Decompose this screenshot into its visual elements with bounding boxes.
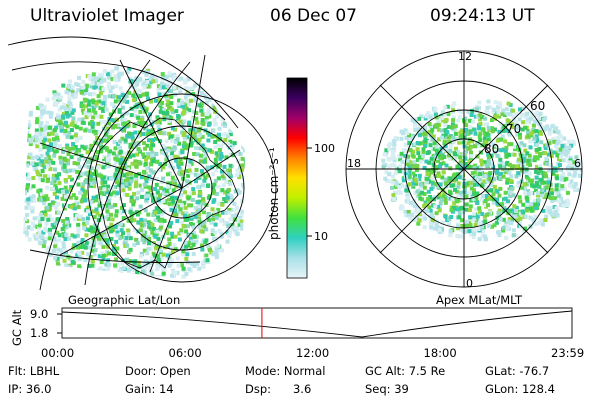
dsp-label: Dsp: — [245, 382, 272, 396]
status-ip: IP: 36.0 — [8, 382, 51, 396]
altitude-curve — [61, 310, 573, 338]
mlt-label-12: 12 — [458, 50, 472, 63]
status-glon: GLon: 128.4 — [485, 382, 555, 396]
colorbar-tick-label-10: 10 — [314, 230, 328, 243]
altitude-xtick-label: 00:00 — [41, 346, 74, 360]
altitude-xtick-label: 12:00 — [296, 346, 329, 360]
ip-label: IP: — [8, 382, 23, 396]
status-dsp: Dsp: 3.6 — [245, 382, 311, 396]
altitude-timeline: 9.0 1.8 GC Alt 00:00 06:00 12:00 18:00 23:59 — [10, 307, 584, 360]
colorbar-unit-label: photon cm⁻²s⁻¹ — [267, 147, 281, 240]
flt-label: Flt: — [8, 364, 27, 378]
gain-value: 14 — [158, 382, 174, 396]
left-panel-label: Geographic Lat/Lon — [68, 293, 180, 307]
mlt-label-0: 0 — [466, 277, 473, 290]
seq-value: 39 — [394, 382, 409, 396]
altitude-ytick-label-high: 9.0 — [30, 307, 48, 321]
seq-label: Seq: — [365, 382, 391, 396]
status-mode: Mode: Normal — [245, 364, 325, 378]
glon-label: GLon: — [485, 382, 519, 396]
colorbar-tick-label-100: 100 — [314, 142, 335, 155]
door-label: Door: — [125, 364, 157, 378]
mode-value: Normal — [283, 364, 326, 378]
status-flt: Flt: LBHL — [8, 364, 59, 378]
gcalt-label: GC Alt: — [365, 364, 406, 378]
flt-value: LBHL — [29, 364, 60, 378]
polar-grid — [345, 50, 583, 288]
header-date: 06 Dec 07 — [270, 6, 357, 26]
mode-label: Mode: — [245, 364, 281, 378]
colorbar-rect — [286, 77, 308, 279]
geographic-map — [7, 36, 277, 291]
gain-label: Gain: — [125, 382, 156, 396]
altitude-ytick-label-low: 1.8 — [30, 326, 48, 340]
altitude-ylabel: GC Alt — [10, 309, 24, 346]
glon-value: 128.4 — [521, 382, 555, 396]
mlt-label-18: 18 — [347, 157, 361, 170]
altitude-xticks: 00:00 06:00 12:00 18:00 23:59 — [41, 346, 584, 360]
status-door: Door: Open — [125, 364, 191, 378]
altitude-xtick-label: 18:00 — [424, 346, 457, 360]
status-gain: Gain: 14 — [125, 382, 174, 396]
instrument-title: Ultraviolet Imager — [30, 6, 184, 26]
lat-label-60: 60 — [530, 99, 545, 113]
mlt-label-6: 6 — [574, 157, 581, 170]
header-time: 09:24:13 UT — [430, 6, 535, 26]
ip-value: 36.0 — [25, 382, 52, 396]
altitude-xtick-label: 06:00 — [169, 346, 202, 360]
right-panel-label: Apex MLat/MLT — [436, 293, 523, 307]
coastline — [94, 117, 239, 269]
gcalt-value: 7.5 Re — [408, 364, 446, 378]
polar-plot: 12 18 6 0 60 70 80 — [345, 50, 583, 290]
status-glat: GLat: -76.7 — [485, 364, 549, 378]
lat-label-80: 80 — [484, 142, 499, 156]
altitude-frame — [61, 307, 573, 339]
status-gcalt: GC Alt: 7.5 Re — [365, 364, 445, 378]
door-value: Open — [159, 364, 191, 378]
dsp-value: 3.6 — [292, 382, 312, 396]
glat-label: GLat: — [485, 364, 516, 378]
colorbar: 100 10 photon cm⁻²s⁻¹ — [267, 77, 335, 279]
altitude-xtick-label: 23:59 — [551, 346, 584, 360]
status-seq: Seq: 39 — [365, 382, 409, 396]
lat-label-70: 70 — [506, 122, 521, 136]
glat-value: -76.7 — [519, 364, 550, 378]
